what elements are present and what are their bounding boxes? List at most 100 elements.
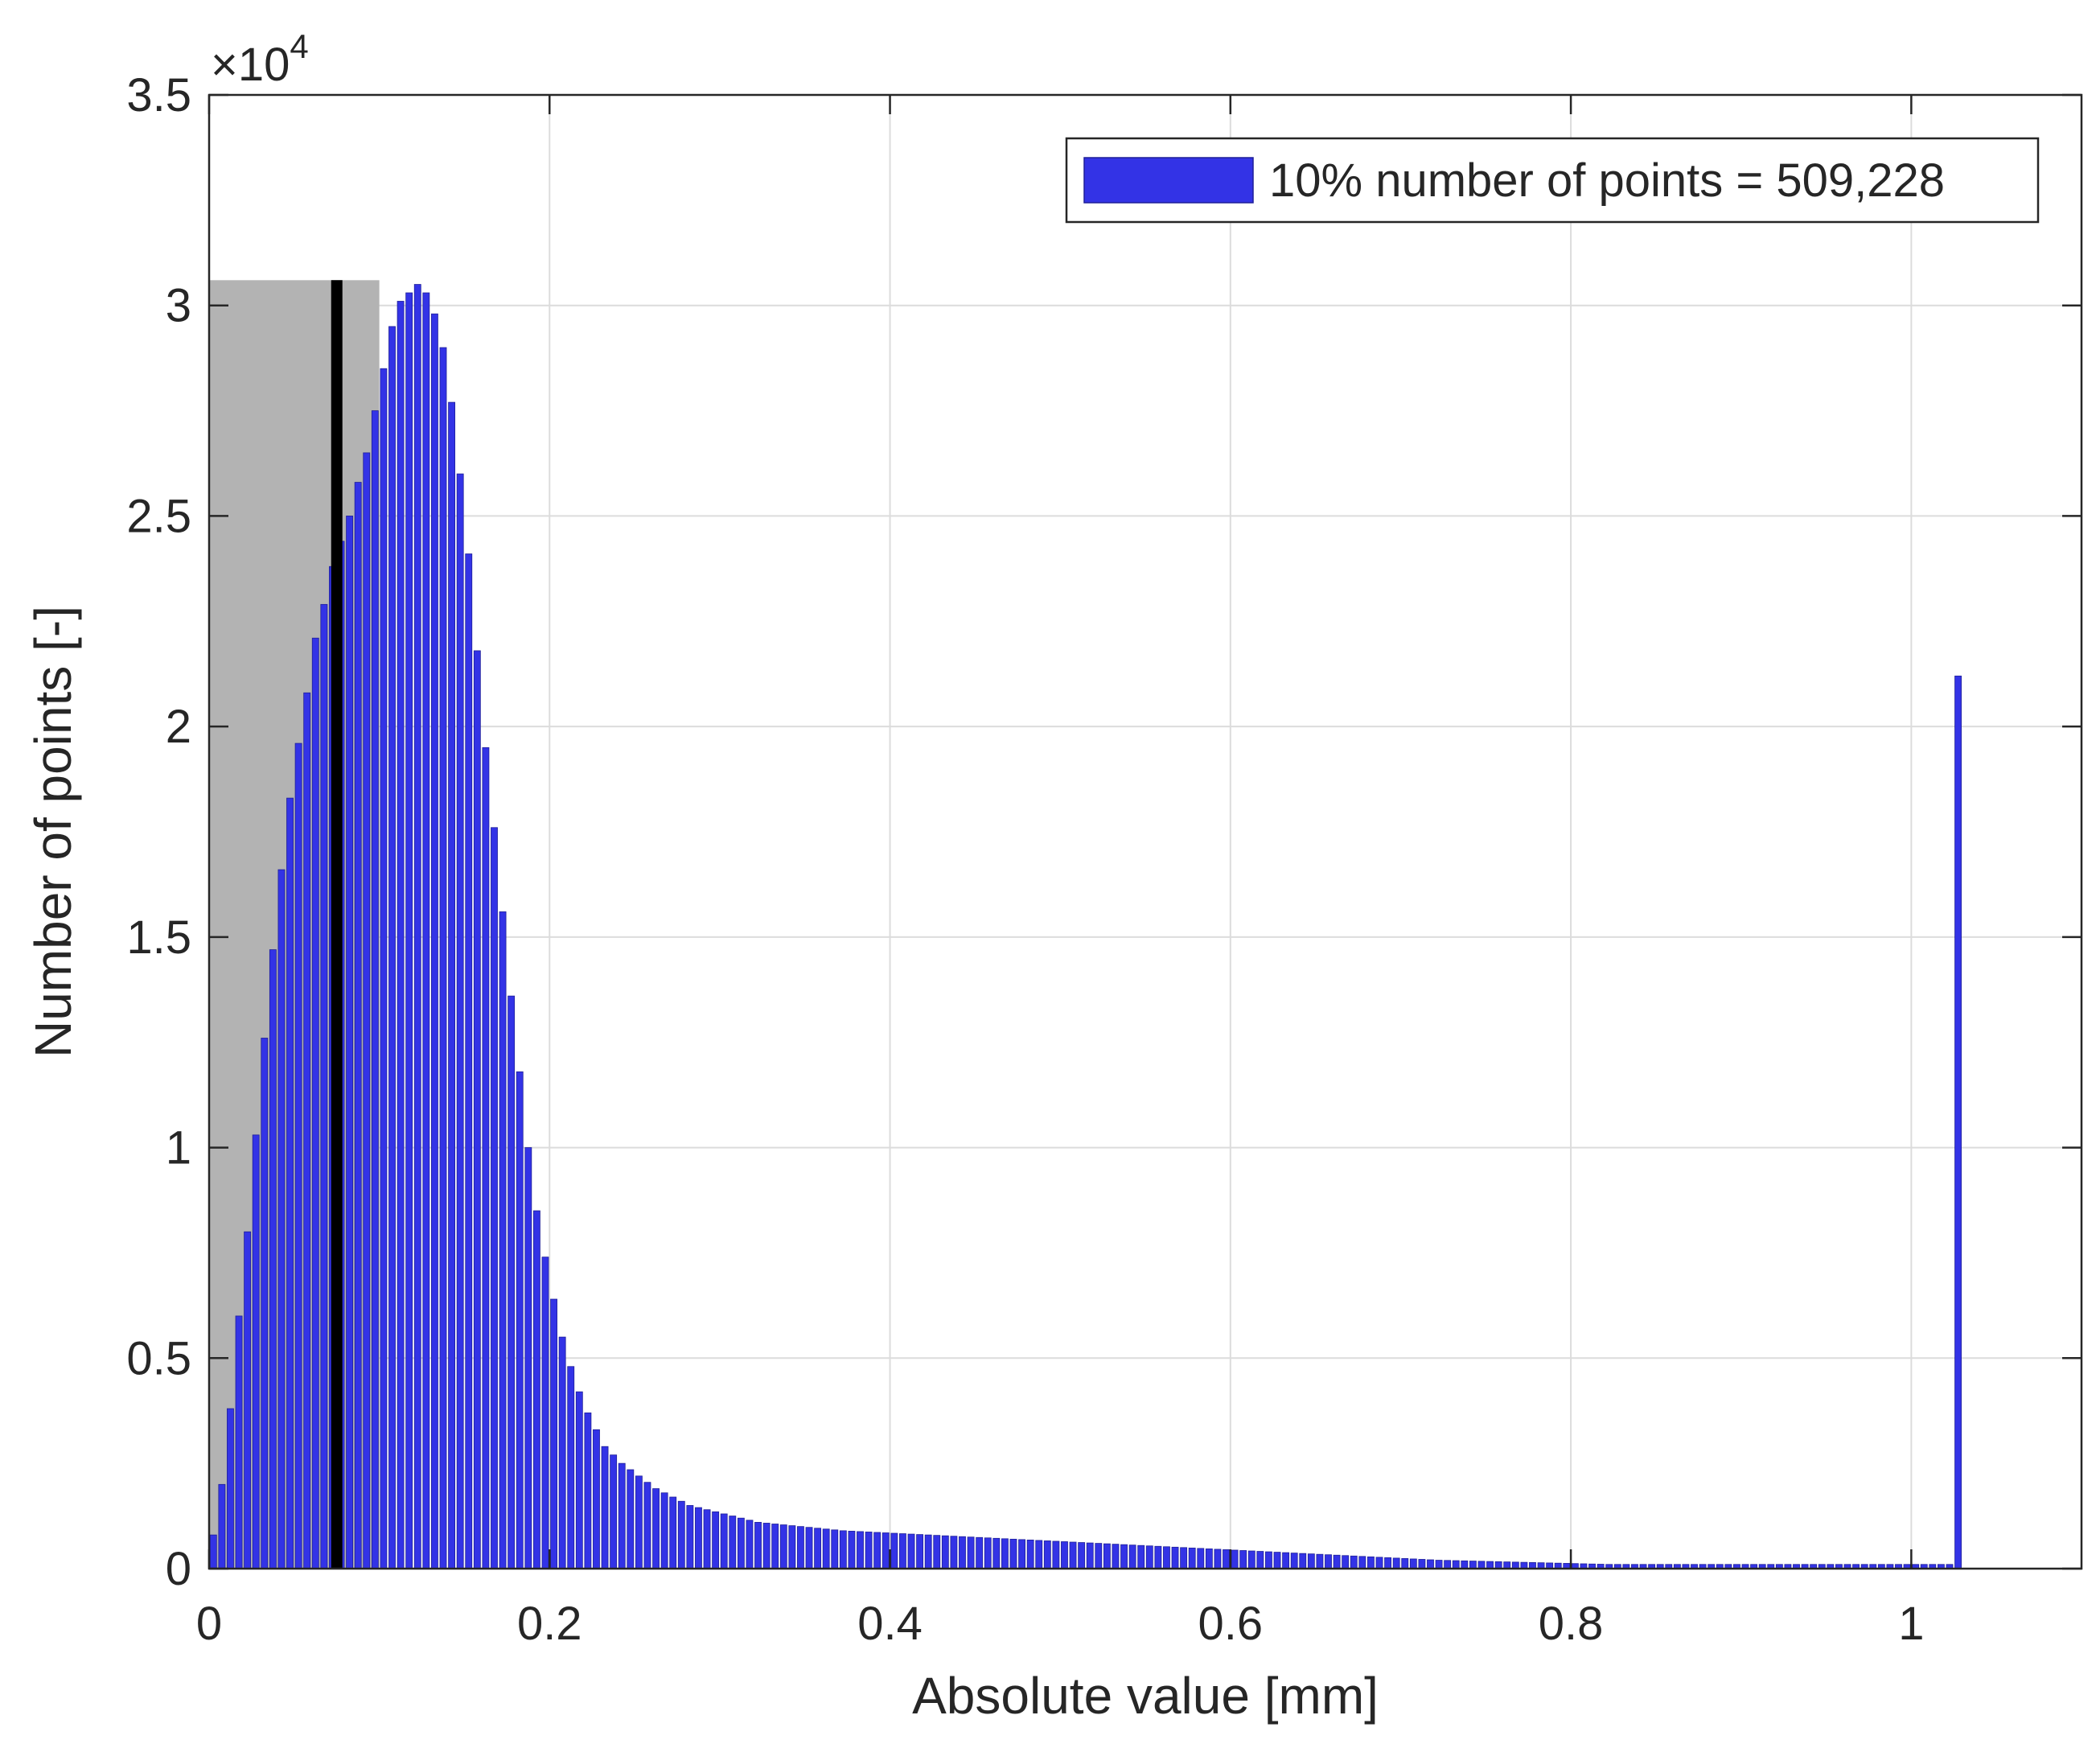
histogram-bar (1307, 1553, 1315, 1569)
histogram-bar (1163, 1546, 1170, 1569)
histogram-bar (1401, 1558, 1409, 1569)
histogram-bar (380, 368, 388, 1569)
histogram-bar (635, 1475, 643, 1569)
histogram-bar (235, 1315, 243, 1569)
histogram-bar (992, 1537, 1001, 1569)
plot-area (209, 95, 2082, 1569)
histogram-bar (1954, 675, 1962, 1569)
histogram-bar (371, 410, 379, 1569)
histogram-bar (550, 1298, 557, 1569)
histogram-bar (1265, 1551, 1272, 1569)
histogram-bar (660, 1492, 668, 1569)
histogram-bar (244, 1231, 252, 1569)
histogram-bar (907, 1533, 915, 1569)
histogram-bar (252, 1134, 260, 1569)
histogram-bar (413, 284, 421, 1569)
histogram-bar (1486, 1561, 1494, 1569)
histogram-bar (1069, 1541, 1077, 1569)
y-exponent-base: ×10 (211, 39, 290, 91)
y-axis-label: Number of points [-] (24, 606, 82, 1058)
x-tick-label: 0 (196, 1598, 222, 1650)
histogram-bar (712, 1511, 720, 1569)
histogram-bar (1290, 1553, 1298, 1569)
histogram-bar (1197, 1548, 1205, 1569)
histogram-bar (1086, 1542, 1094, 1569)
histogram-bar (720, 1513, 728, 1569)
histogram-bar (1342, 1555, 1350, 1569)
histogram-bar (346, 516, 354, 1569)
histogram-bar (933, 1535, 941, 1569)
histogram-bar (788, 1525, 796, 1569)
x-tick-label: 1 (1898, 1598, 1924, 1650)
histogram-bar (524, 1147, 532, 1569)
histogram-bar (541, 1257, 549, 1569)
histogram-bar (1205, 1548, 1213, 1569)
y-exponent-label: ×104 (211, 27, 309, 91)
histogram-bar (1120, 1544, 1128, 1569)
axes: 0 0.2 0.4 0.6 0.8 1 0 0.5 1 1.5 2 2.5 3 3.5 ×104 Absolu… (24, 27, 2083, 1725)
histogram-bar (890, 1532, 898, 1569)
histogram-bar (567, 1366, 575, 1569)
histogram-bar (1392, 1557, 1400, 1569)
histogram-bar (1112, 1544, 1120, 1569)
histogram-bar (439, 347, 447, 1569)
histogram-bar (473, 650, 481, 1569)
histogram-bar (320, 603, 328, 1569)
histogram-bar (1095, 1543, 1103, 1569)
histogram-bar (1375, 1557, 1383, 1569)
x-tick-label: 0.6 (1198, 1598, 1263, 1650)
histogram-bar (601, 1446, 609, 1569)
y-tick-label: 1.5 (126, 911, 191, 964)
histogram-bar (1128, 1545, 1136, 1569)
histogram-bar (1409, 1558, 1417, 1569)
histogram-bar (737, 1517, 745, 1569)
histogram-bar (1435, 1560, 1443, 1569)
histogram-bar (797, 1526, 804, 1569)
histogram-bar (575, 1391, 583, 1569)
histogram-bar (1444, 1560, 1452, 1569)
histogram-bar (1137, 1545, 1145, 1569)
histogram-bar (311, 637, 319, 1569)
x-tick-label: 0.2 (517, 1598, 582, 1650)
histogram-bar (695, 1507, 702, 1569)
y-tick-label: 1 (166, 1122, 191, 1174)
histogram-bar (1282, 1552, 1290, 1569)
histogram-bar (422, 292, 430, 1569)
axes-background (209, 95, 2082, 1569)
histogram-bar (1247, 1550, 1255, 1569)
y-tick-label: 3 (166, 280, 191, 332)
histogram-bar (1333, 1554, 1341, 1569)
histogram-bar (627, 1469, 635, 1569)
histogram-bar (1154, 1545, 1162, 1569)
histogram-bar (779, 1524, 787, 1569)
histogram-bar (1180, 1547, 1188, 1569)
histogram-bar (805, 1527, 813, 1569)
histogram-bar (814, 1528, 822, 1569)
histogram-bar (1061, 1541, 1068, 1569)
x-tick-label: 0.4 (857, 1598, 923, 1650)
histogram-bar (643, 1482, 651, 1569)
histogram-bar (1452, 1560, 1460, 1569)
histogram-bar (209, 1534, 217, 1569)
histogram-bar (593, 1429, 600, 1569)
histogram-bar (771, 1524, 779, 1569)
histogram-bar (703, 1509, 711, 1569)
legend-swatch (1083, 157, 1254, 204)
histogram-bar (397, 301, 405, 1569)
y-tick-label: 0.5 (126, 1332, 191, 1384)
histogram-bar (1009, 1538, 1017, 1569)
histogram-bar (882, 1532, 890, 1569)
x-tick-label: 0.8 (1539, 1598, 1604, 1650)
histogram-bar (1145, 1545, 1153, 1569)
histogram-bar (1316, 1553, 1324, 1569)
histogram-bar (405, 292, 413, 1569)
histogram-bar (286, 797, 294, 1569)
histogram-bar (303, 692, 311, 1569)
histogram-bar (1239, 1550, 1247, 1569)
axes-frame (208, 93, 2083, 1570)
histogram-bar (508, 995, 516, 1569)
y-tick-label: 3.5 (126, 69, 191, 121)
histogram-bar (584, 1412, 592, 1569)
histogram-bar (1043, 1540, 1051, 1569)
